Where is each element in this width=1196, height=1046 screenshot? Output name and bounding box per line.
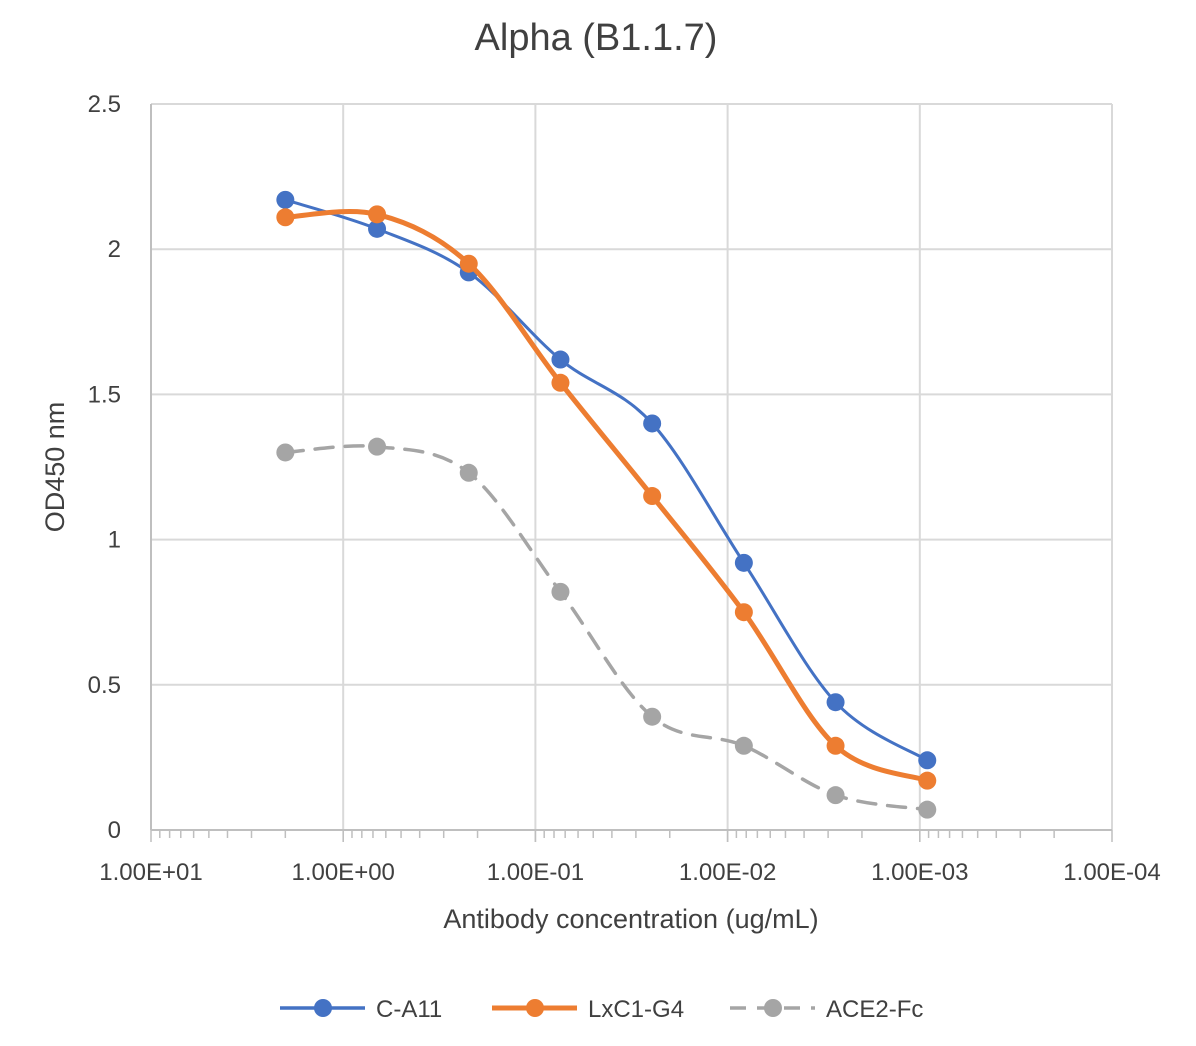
data-point [276,208,295,227]
series [276,190,937,819]
legend-item: LxC1-G4 [492,996,684,1023]
data-point [551,350,570,369]
series-c-a11 [276,190,937,770]
legend-label: LxC1-G4 [588,996,684,1023]
x-tick-label: 1.00E-03 [871,859,968,886]
y-tick-label: 2.5 [88,91,121,118]
series-line [283,444,930,812]
data-point [643,487,662,506]
x-tick-label: 1.00E+01 [99,859,202,886]
data-point [459,463,478,482]
x-tick-label: 1.00E+00 [291,859,394,886]
y-tick-label: 0.5 [88,672,121,699]
x-axis-title: Antibody concentration (ug/mL) [443,904,818,934]
legend-item: C-A11 [280,996,442,1023]
grid-lines [151,103,1113,830]
axes: 0 0.5 1 1.5 2 2.5 1.00E+01 1.00E+00 1.00E-01 1.00… [88,91,1161,886]
series-line [282,208,930,784]
data-point [734,553,753,572]
data-point [918,800,937,819]
data-point [276,190,295,209]
x-tick-label: 1.00E-01 [487,859,584,886]
series-ace2-fc [276,437,937,819]
data-point [276,443,295,462]
series-line [283,198,929,762]
x-tick-label: 1.00E-04 [1063,859,1160,886]
data-point [459,254,478,273]
data-point [551,373,570,392]
data-point [918,751,937,770]
x-tick-label: 1.00E-02 [679,859,776,886]
chart-title: Alpha (B1.1.7) [475,17,718,59]
data-point [643,414,662,433]
y-tick-label: 1 [108,527,121,554]
legend: C-A11 LxC1-G4 ACE2-Fc [280,996,923,1023]
y-tick-label: 0 [108,817,121,844]
legend-item: ACE2-Fc [730,996,923,1023]
data-point [368,437,387,456]
legend-label: ACE2-Fc [826,996,923,1023]
data-point [826,736,845,755]
data-point [643,707,662,726]
legend-marker [314,999,332,1017]
data-point [826,786,845,805]
data-point [734,736,753,755]
y-tick-label: 1.5 [88,381,121,408]
series-lxc1-g4 [276,205,937,790]
data-point [551,582,570,601]
legend-marker [526,999,544,1017]
legend-label: C-A11 [376,996,442,1023]
data-point [368,205,387,224]
y-axis-title: OD450 nm [40,402,70,533]
legend-marker [764,999,782,1017]
y-tick-label: 2 [108,236,121,263]
data-point [368,219,387,238]
data-point [826,693,845,712]
data-point [734,603,753,622]
data-point [918,771,937,790]
